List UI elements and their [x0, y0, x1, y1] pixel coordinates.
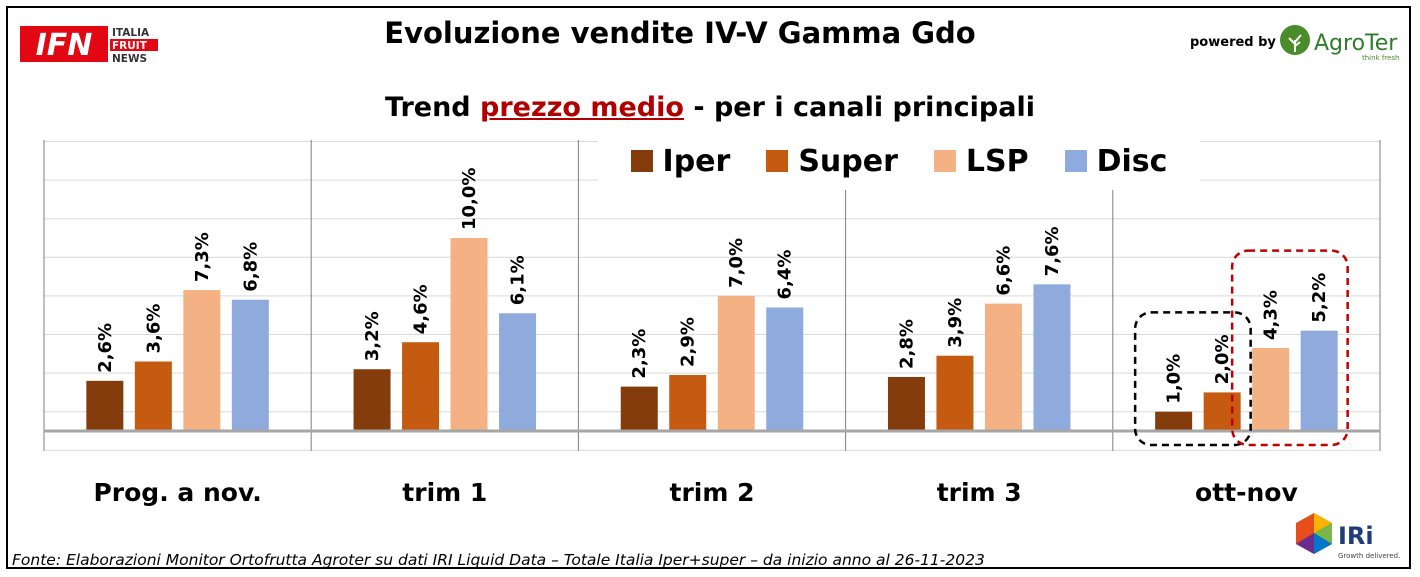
subtitle-after: - per i canali principali: [683, 92, 1035, 123]
data-label-iper-trim-1: 3,2%: [362, 311, 383, 361]
subtitle-highlight: prezzo medio: [480, 92, 684, 123]
bar-iper-trim-3: [887, 376, 925, 431]
svg-text:AgroTer: AgroTer: [1314, 31, 1398, 56]
bar-super-ott-nov: [1203, 392, 1241, 431]
data-label-disc-trim-3: 7,6%: [1042, 226, 1063, 276]
data-label-disc-trim-2: 6,4%: [775, 250, 796, 300]
data-label-super-trim-2: 2,9%: [678, 317, 699, 367]
data-label-iper-ott-nov: 1,0%: [1164, 354, 1185, 404]
chart-legend: Iper Super LSP Disc: [598, 138, 1200, 184]
category-label-trim-2: trim 2: [670, 478, 755, 507]
svg-text:Growth delivered.: Growth delivered.: [1338, 552, 1400, 560]
data-label-lsp-trim-2: 7,0%: [726, 238, 747, 288]
bar-lsp-trim-2: [717, 295, 755, 431]
data-label-lsp-trim-1: 10,0%: [459, 168, 480, 230]
category-label-trim-3: trim 3: [937, 478, 1022, 507]
bar-iper-ott-nov: [1155, 411, 1193, 431]
data-label-super-trim-1: 4,6%: [411, 284, 432, 334]
legend-item-lsp: LSP: [933, 143, 1029, 179]
data-label-disc-trim-1: 6,1%: [508, 255, 529, 305]
legend-swatch-super: [766, 150, 789, 172]
legend-swatch-disc: [1064, 150, 1087, 172]
bar-super-trim-1: [402, 342, 440, 431]
category-label-trim-1: trim 1: [402, 478, 487, 507]
chart-frame: [6, 6, 1411, 569]
data-label-lsp-ott-nov: 4,3%: [1261, 290, 1282, 340]
category-label-ott-nov: ott-nov: [1195, 478, 1298, 507]
data-label-super-ott-nov: 2,0%: [1212, 334, 1233, 384]
bar-super-trim-2: [669, 375, 707, 431]
bar-super-trim-3: [936, 355, 974, 431]
highlight-box-1: [1133, 311, 1252, 447]
chart-subtitle: Trend prezzo medio - per i canali princi…: [0, 92, 1420, 123]
bar-disc-trim-1: [499, 313, 537, 431]
data-label-iper-trim-3: 2,8%: [896, 319, 917, 369]
agroter-logo: AgroTer think fresh: [1280, 25, 1399, 62]
legend-swatch-lsp: [933, 150, 956, 172]
subtitle-before: Trend: [385, 92, 481, 123]
powered-by-label: powered by: [1190, 35, 1276, 50]
svg-text:NEWS: NEWS: [112, 53, 147, 65]
legend-label-disc: Disc: [1096, 143, 1168, 179]
bar-disc-trim-2: [766, 307, 804, 431]
bar-iper-trim-2: [620, 386, 658, 431]
legend-item-super: Super: [766, 144, 898, 179]
legend-item-iper: Iper: [630, 143, 731, 179]
bar-lsp-prog-a-nov: [183, 290, 221, 431]
bar-disc-ott-nov: [1300, 330, 1338, 431]
chart-title: Evoluzione vendite IV-V Gamma Gdo: [384, 16, 976, 50]
legend-swatch-iper: [630, 150, 653, 172]
ifn-logo: IFN ITALIA FRUIT NEWS: [20, 26, 158, 65]
bar-disc-trim-3: [1033, 284, 1071, 431]
svg-text:IRi: IRi: [1338, 522, 1374, 550]
bar-lsp-ott-nov: [1252, 348, 1290, 431]
data-label-iper-trim-2: 2,3%: [629, 329, 650, 379]
iri-logo: IRi Growth delivered.: [1296, 513, 1400, 560]
legend-item-disc: Disc: [1064, 143, 1168, 179]
category-label-prog-a-nov: Prog. a nov.: [93, 478, 261, 507]
highlight-box-2: [1230, 249, 1349, 447]
data-label-lsp-trim-3: 6,6%: [993, 246, 1014, 296]
data-label-iper-prog-a-nov: 2,6%: [95, 323, 116, 373]
svg-text:FRUIT: FRUIT: [112, 40, 148, 52]
data-label-super-trim-3: 3,9%: [945, 298, 966, 348]
svg-text:IFN: IFN: [36, 28, 93, 63]
bar-iper-prog-a-nov: [86, 380, 124, 431]
source-note: Fonte: Elaborazioni Monitor Ortofrutta A…: [12, 551, 985, 569]
data-label-super-prog-a-nov: 3,6%: [143, 304, 164, 354]
bar-disc-prog-a-nov: [231, 299, 269, 431]
legend-label-lsp: LSP: [965, 143, 1029, 179]
bar-lsp-trim-1: [450, 238, 488, 431]
svg-text:think fresh: think fresh: [1362, 54, 1399, 62]
svg-text:ITALIA: ITALIA: [112, 27, 150, 39]
data-label-lsp-prog-a-nov: 7,3%: [192, 232, 213, 282]
data-label-disc-prog-a-nov: 6,8%: [240, 242, 261, 292]
bar-iper-trim-1: [353, 369, 391, 431]
data-label-disc-ott-nov: 5,2%: [1309, 273, 1330, 323]
bar-lsp-trim-3: [984, 303, 1022, 431]
legend-label-super: Super: [798, 143, 898, 179]
bar-super-prog-a-nov: [134, 361, 172, 431]
legend-label-iper: Iper: [662, 143, 731, 179]
